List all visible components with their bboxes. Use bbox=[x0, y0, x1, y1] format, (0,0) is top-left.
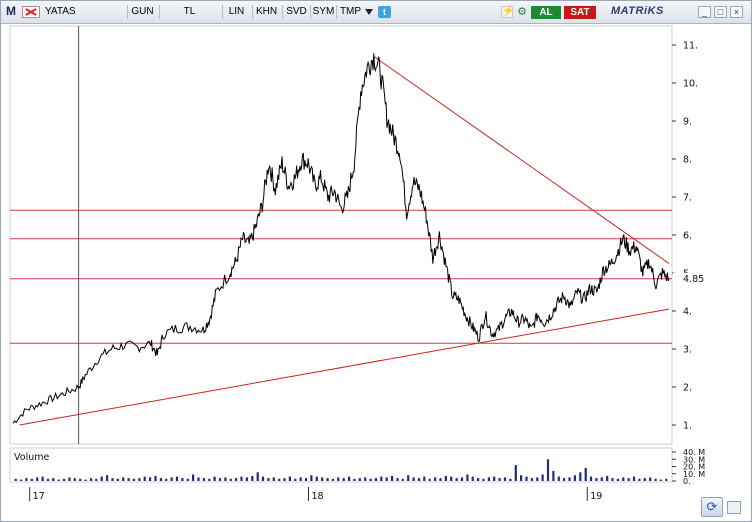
lightning-icon[interactable]: ⚡ bbox=[501, 6, 515, 18]
last-value-box bbox=[673, 272, 709, 285]
last-value-label: 4.85 bbox=[683, 274, 704, 285]
x-tick-label: 19 bbox=[590, 491, 602, 502]
scale-button[interactable]: LIN bbox=[222, 5, 250, 19]
y-tick-label: 11. bbox=[683, 41, 698, 52]
y-tick-label: 9. bbox=[683, 117, 692, 128]
chevron-down-icon[interactable] bbox=[363, 6, 375, 18]
y-tick-label: 4. bbox=[683, 307, 692, 318]
volume-tick-label: 20. M bbox=[683, 463, 705, 472]
volume-tick-label: 0. bbox=[683, 477, 691, 486]
remove-symbol-icon[interactable] bbox=[22, 6, 40, 18]
period-button[interactable]: GUN bbox=[127, 5, 157, 19]
x-tick-label: 17 bbox=[33, 491, 45, 502]
template-button[interactable]: TMP bbox=[336, 5, 364, 19]
maximize-button[interactable]: □ bbox=[714, 6, 727, 18]
price-plot-area bbox=[9, 25, 673, 445]
y-tick-label: 1. bbox=[683, 421, 692, 432]
rising-trendline[interactable] bbox=[19, 308, 670, 426]
price-series-line[interactable] bbox=[12, 53, 670, 424]
y-tick-label: 7. bbox=[683, 193, 692, 204]
y-tick-label: 6. bbox=[683, 231, 692, 242]
falling-trendline[interactable] bbox=[373, 55, 670, 264]
x-tick-label: 18 bbox=[311, 491, 323, 502]
y-tick-label: 2. bbox=[683, 383, 692, 394]
volume-plot-area bbox=[9, 447, 673, 483]
buy-button[interactable]: AL bbox=[531, 6, 561, 19]
close-button[interactable]: × bbox=[730, 6, 743, 18]
settings-box-icon[interactable] bbox=[727, 501, 741, 514]
y-tick-label: 8. bbox=[683, 155, 692, 166]
twitter-icon[interactable]: t bbox=[378, 6, 391, 18]
khn-button[interactable]: KHN bbox=[252, 5, 280, 19]
volume-tick-label: 40. M bbox=[683, 448, 705, 457]
currency-button[interactable]: TL bbox=[159, 5, 219, 19]
y-tick-label: 3. bbox=[683, 345, 692, 356]
price-chart[interactable]: 11.10.9.8.7.6.5.4.3.2.1.4.85 Volume 40. … bbox=[1, 23, 751, 521]
volume-tick-label: 30. M bbox=[683, 455, 705, 464]
volume-tick-label: 10. M bbox=[683, 470, 705, 479]
refresh-icon[interactable]: ⟳ bbox=[701, 497, 723, 517]
gear-icon[interactable]: ⚙ bbox=[517, 6, 527, 18]
minimize-button[interactable]: _ bbox=[698, 6, 711, 18]
toolbar: M YATAS GUN TL LIN KHN SVD SYM TMP t ⚡ ⚙… bbox=[1, 1, 751, 24]
sym-button[interactable]: SYM bbox=[310, 5, 336, 19]
app-logo: M bbox=[6, 4, 16, 18]
y-tick-label: 10. bbox=[683, 79, 698, 90]
volume-label: Volume bbox=[14, 452, 49, 463]
sell-button[interactable]: SAT bbox=[564, 6, 596, 19]
symbol-field[interactable]: YATAS bbox=[45, 6, 76, 17]
svd-button[interactable]: SVD bbox=[282, 5, 310, 19]
brand-logo: MATRiKS bbox=[611, 5, 664, 17]
